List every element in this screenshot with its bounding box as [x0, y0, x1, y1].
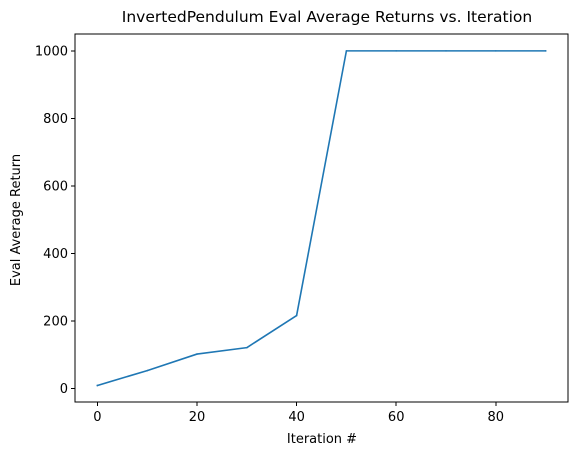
x-tick-label: 0: [93, 410, 101, 425]
data-point: [146, 369, 149, 372]
data-point: [395, 50, 397, 52]
chart-title: InvertedPendulum Eval Average Returns vs…: [122, 8, 532, 26]
data-point: [295, 314, 298, 317]
y-tick-label: 800: [43, 112, 68, 127]
data-point: [494, 50, 497, 52]
y-tick-label: 0: [60, 382, 68, 397]
x-tick-label: 60: [388, 410, 405, 425]
data-point: [246, 346, 248, 349]
plot-frame: [74, 33, 569, 403]
data-point: [345, 50, 348, 52]
x-axis-ticks: 0 20 40 60 80: [93, 402, 504, 425]
y-tick-label: 1000: [35, 44, 68, 59]
x-tick-label: 40: [288, 410, 305, 425]
x-tick-label: 80: [488, 410, 505, 425]
series-line: [96, 50, 547, 387]
y-tick-label: 200: [43, 314, 68, 329]
series-group: [96, 50, 547, 387]
data-point: [445, 50, 447, 52]
data-point: [544, 50, 547, 52]
x-tick-label: 20: [189, 410, 206, 425]
x-axis-label: Iteration #: [287, 432, 357, 447]
y-axis-ticks: 0 200 400 600 800 1000: [35, 44, 75, 397]
data-point: [96, 384, 99, 387]
data-point: [196, 353, 198, 355]
plot-area: [74, 33, 569, 403]
y-tick-label: 600: [43, 179, 68, 194]
y-axis-label: Eval Average Return: [9, 154, 24, 286]
y-tick-label: 400: [43, 247, 68, 262]
